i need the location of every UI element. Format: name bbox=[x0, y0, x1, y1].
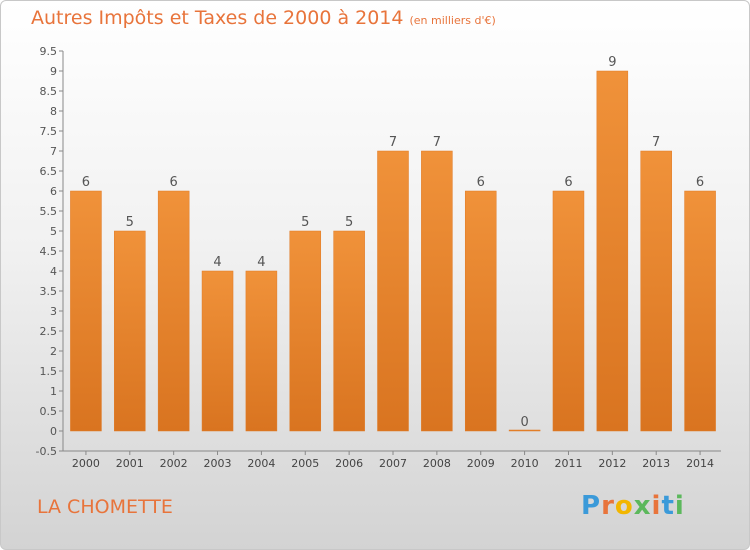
logo-letter: r bbox=[601, 491, 615, 521]
proxiti-logo[interactable]: Proxiti bbox=[581, 491, 685, 521]
logo-letter: i bbox=[651, 491, 662, 521]
bar bbox=[684, 190, 716, 432]
x-tick-label: 2001 bbox=[116, 457, 144, 470]
logo-letter: P bbox=[581, 491, 602, 521]
y-tick-label: 3 bbox=[50, 305, 57, 318]
y-tick-label: 2.5 bbox=[40, 325, 58, 338]
data-label: 5 bbox=[126, 215, 134, 230]
x-tick-label: 2010 bbox=[511, 457, 539, 470]
y-tick-label: 7.5 bbox=[40, 125, 58, 138]
y-tick-label: 2 bbox=[50, 345, 57, 358]
y-tick-label: 1.5 bbox=[40, 365, 58, 378]
y-tick-label: 0.5 bbox=[40, 405, 58, 418]
data-label: 7 bbox=[652, 135, 660, 150]
y-tick-label: 7 bbox=[50, 145, 57, 158]
x-tick-label: 2003 bbox=[204, 457, 232, 470]
bar bbox=[596, 70, 629, 432]
logo-letter: o bbox=[614, 491, 634, 521]
y-tick-label: 6 bbox=[50, 185, 57, 198]
y-tick-label: 5 bbox=[50, 225, 57, 238]
data-label: 9 bbox=[608, 55, 616, 70]
y-tick-label: 4.5 bbox=[40, 245, 58, 258]
x-tick-label: 2009 bbox=[467, 457, 495, 470]
place-name: LA CHOMETTE bbox=[37, 496, 173, 518]
y-tick-label: 9.5 bbox=[40, 45, 58, 58]
data-label: 5 bbox=[345, 215, 353, 230]
logo-letter: i bbox=[674, 491, 685, 521]
x-tick-label: 2012 bbox=[598, 457, 626, 470]
x-tick-label: 2013 bbox=[642, 457, 670, 470]
x-tick-label: 2005 bbox=[291, 457, 319, 470]
bar bbox=[377, 150, 409, 432]
y-tick-label: 6.5 bbox=[40, 165, 58, 178]
y-tick-label: 0 bbox=[50, 425, 57, 438]
data-label: 6 bbox=[170, 175, 178, 190]
x-tick-label: 2004 bbox=[247, 457, 275, 470]
bar bbox=[552, 190, 585, 432]
x-tick-label: 2008 bbox=[423, 457, 451, 470]
data-label: 6 bbox=[696, 175, 704, 190]
y-tick-label: 4 bbox=[50, 265, 57, 278]
data-label: 4 bbox=[213, 255, 221, 270]
bar bbox=[508, 429, 541, 432]
chart-unit-note: (en milliers d'€) bbox=[409, 14, 496, 27]
bar bbox=[245, 270, 278, 432]
x-tick-label: 2002 bbox=[160, 457, 188, 470]
bar bbox=[464, 190, 497, 432]
y-tick-label: -0.5 bbox=[36, 445, 57, 458]
data-label: 7 bbox=[433, 135, 441, 150]
y-tick-label: 3.5 bbox=[40, 285, 58, 298]
x-tick-label: 2007 bbox=[379, 457, 407, 470]
chart-title: Autres Impôts et Taxes de 2000 à 2014 (en… bbox=[31, 7, 496, 29]
x-tick-label: 2000 bbox=[72, 457, 100, 470]
data-label: 6 bbox=[564, 175, 572, 190]
bar bbox=[114, 230, 146, 432]
y-tick-label: 8 bbox=[50, 105, 57, 118]
data-label: 6 bbox=[82, 175, 90, 190]
data-label: 5 bbox=[301, 215, 309, 230]
x-tick-label: 2011 bbox=[554, 457, 582, 470]
chart-title-text: Autres Impôts et Taxes de 2000 à 2014 bbox=[31, 7, 404, 29]
bar bbox=[289, 230, 322, 432]
logo-letter: x bbox=[633, 491, 652, 521]
x-tick-label: 2006 bbox=[335, 457, 363, 470]
bar bbox=[201, 270, 234, 432]
y-tick-label: 8.5 bbox=[40, 85, 58, 98]
logo-letter: t bbox=[661, 491, 675, 521]
y-tick-label: 1 bbox=[50, 385, 57, 398]
bar bbox=[70, 190, 102, 432]
data-label: 0 bbox=[520, 415, 528, 430]
y-tick-label: 9 bbox=[50, 65, 57, 78]
data-label: 4 bbox=[257, 255, 265, 270]
y-tick-label: 5.5 bbox=[40, 205, 58, 218]
bar bbox=[157, 190, 190, 432]
x-tick-label: 2014 bbox=[686, 457, 714, 470]
data-label: 7 bbox=[389, 135, 397, 150]
bar bbox=[333, 230, 365, 432]
bar bbox=[421, 150, 453, 432]
data-label: 6 bbox=[477, 175, 485, 190]
bar bbox=[640, 150, 672, 432]
